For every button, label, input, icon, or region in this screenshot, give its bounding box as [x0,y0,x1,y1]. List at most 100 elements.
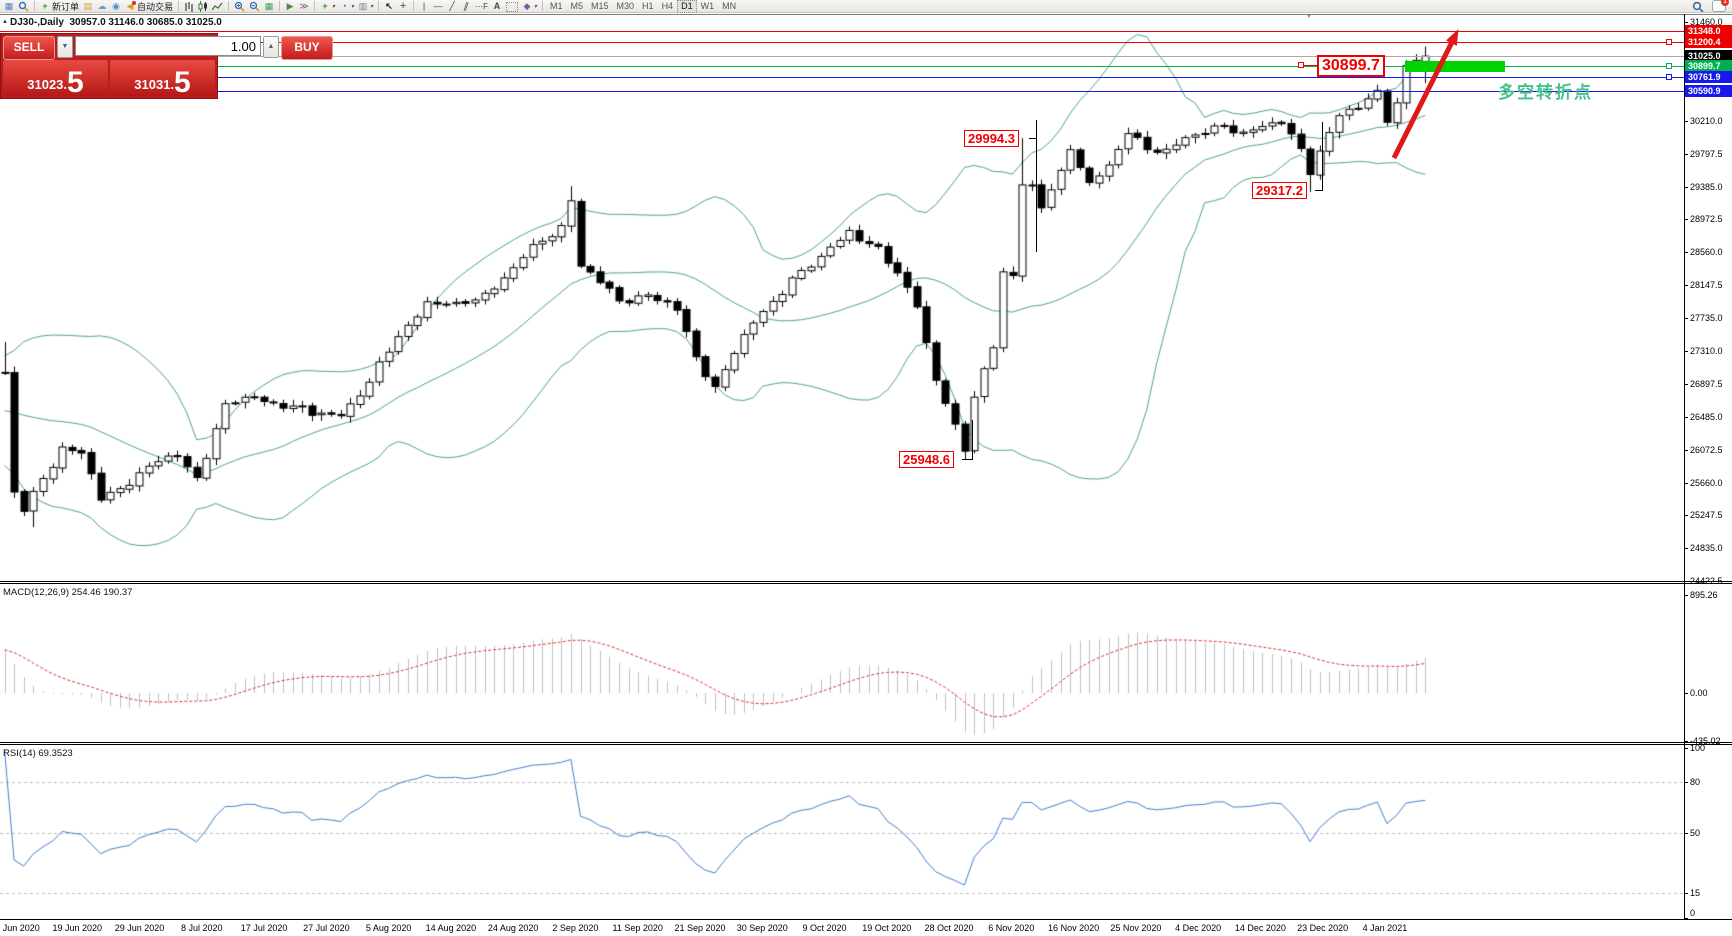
cloud-button[interactable]: ☁ [95,0,109,12]
timeframe-group: M1 M5 M15 M30 H1 H4 D1 W1 MN [546,0,740,13]
timeframe-H1[interactable]: H1 [642,0,654,11]
arrows-tool[interactable]: ◆ ▾ [520,0,539,12]
dropdown-arrow-icon: ▾ [370,3,374,10]
clock-icon: ◔ [341,0,347,11]
line-selection-handle[interactable] [1666,39,1672,46]
date-axis-label: 14 Dec 2020 [1234,923,1286,933]
line-chart-button[interactable] [210,0,225,12]
notifications-button[interactable]: 1 [1710,0,1729,12]
text-tool[interactable]: A [490,0,504,12]
timeframe-D1[interactable]: D1 [677,0,697,13]
dropdown-arrow-icon: ▾ [332,3,336,10]
date-axis-label: 19 Jun 2020 [52,923,103,933]
chart-window-button[interactable]: ▦ [2,0,16,12]
price-annotation-label[interactable]: 25948.6 [899,451,954,468]
horizontal-line-tool[interactable]: — [431,0,445,12]
bid-price-tile[interactable]: 31023. 5 [3,60,108,98]
horizontal-price-line[interactable] [0,42,1684,44]
trend-arrow[interactable] [1380,22,1469,172]
price-annotation-label[interactable]: 29994.3 [964,130,1019,147]
timeframe-M5[interactable]: M5 [570,0,584,11]
timeframe-MN[interactable]: MN [722,0,737,11]
one-click-collapse-icon[interactable]: ▲ [2,19,8,25]
panel-separator[interactable] [0,581,1732,582]
market-watch-button[interactable] [16,0,31,12]
autoscroll-button[interactable]: ▶ [283,0,297,12]
macd-axis-label: 0.00 [1690,688,1708,698]
main-price-chart[interactable] [0,14,1684,581]
volume-input[interactable] [75,36,261,56]
label-tool[interactable] [504,0,520,12]
volume-increase-button[interactable]: ▲ [263,36,279,58]
bid-price-main: 31023. [27,77,68,92]
macd-tick-mark [1684,693,1688,694]
chart-shift-button[interactable]: ≫ [297,0,311,12]
zoom-out-button[interactable] [247,0,262,12]
rsi-tick-mark [1684,833,1688,834]
horizontal-price-line[interactable] [0,77,1684,79]
line-selection-handle[interactable] [1666,74,1672,81]
ask-price-tile[interactable]: 31031. 5 [110,60,215,99]
horizontal-price-line[interactable] [0,90,1684,92]
volume-decrease-button[interactable]: ▼ [57,36,73,58]
toolbar-separator [314,1,316,11]
bar-chart-button[interactable] [182,0,196,12]
price-line-badge: 30899.7 [1685,60,1732,73]
crosshair-icon: + [399,0,407,12]
toolbar-separator [413,1,415,11]
timeframe-M30[interactable]: M30 [616,0,635,11]
arrows-icon: ◆ [523,0,531,11]
horizontal-price-line[interactable] [0,66,1684,68]
fibonacci-tool[interactable]: ⋯F [473,0,490,12]
panel-separator[interactable] [0,583,1732,584]
search-button[interactable] [1690,0,1706,12]
line-selection-handle[interactable] [1666,63,1672,70]
rsi-indicator-chart[interactable] [0,745,1684,919]
line-chart-icon [212,2,223,10]
chart-ohlc-values: 30957.0 31146.0 30685.0 31025.0 [69,17,222,28]
templates-button[interactable]: ▥ ▾ [356,0,375,12]
signals-button[interactable]: ◉ [109,0,123,12]
chart-shift-marker-icon[interactable]: ▼ [1306,14,1312,20]
ask-price-main: 31031. [134,77,175,92]
timeframe-W1[interactable]: W1 [700,0,715,11]
price-tick-label: 26897.5 [1690,379,1723,390]
new-order-button[interactable]: + 新订单 [38,0,81,12]
price-tick-label: 29797.5 [1690,148,1723,159]
turning-point-note[interactable]: 多空转折点 [1498,83,1593,102]
channel-tool[interactable]: ∥ [459,0,473,12]
add-indicator-button[interactable]: + ▾ [318,0,337,12]
price-annotation-label[interactable]: 30899.7 [1317,55,1385,77]
vertical-line-tool[interactable]: | [417,0,431,12]
history-center-button[interactable]: ▤ [81,0,95,12]
sell-button[interactable]: SELL [3,36,55,60]
buy-button[interactable]: BUY [281,36,333,60]
horizontal-price-line[interactable] [0,56,1684,58]
trendline-tool[interactable]: ╱ [445,0,459,12]
timeframe-M1[interactable]: M1 [549,0,563,11]
annotation-connector-line [962,459,973,460]
timeframe-M15[interactable]: M15 [591,0,609,11]
price-line-badge: 31025.0 [1685,50,1732,63]
notification-badge: 1 [1721,0,1729,6]
timeframe-H4[interactable]: H4 [661,0,674,11]
ask-price-big-digit: 5 [174,66,191,99]
horizontal-price-line[interactable] [0,30,1684,32]
macd-indicator-chart[interactable] [0,584,1684,742]
zoom-in-button[interactable] [232,0,247,12]
price-tick-mark [1684,515,1688,517]
periods-button[interactable]: ◔ ▾ [337,0,356,12]
price-tick-mark [1684,449,1688,451]
crosshair-tool-button[interactable]: + [396,0,410,12]
support-highlight-bar[interactable] [1405,61,1505,72]
price-line-badge: 30590.9 [1685,84,1732,97]
panel-separator[interactable] [0,742,1732,743]
annotation-handle[interactable] [1298,62,1304,68]
autotrade-button[interactable]: ◀ 自动交易 [123,0,175,12]
annotation-connector-line [1036,120,1037,252]
panel-separator[interactable] [0,744,1732,745]
candlestick-chart-button[interactable] [196,0,210,12]
tile-windows-button[interactable]: ▦ [262,0,276,12]
cursor-tool-button[interactable]: ↖ [382,0,396,12]
price-annotation-label[interactable]: 29317.2 [1252,182,1307,199]
